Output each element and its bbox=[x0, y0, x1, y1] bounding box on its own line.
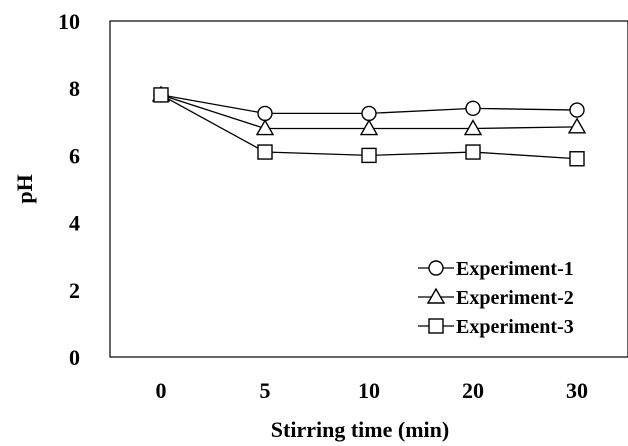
y-tick-label: 10 bbox=[58, 9, 80, 34]
series-3 bbox=[153, 87, 585, 167]
square-marker bbox=[465, 144, 481, 160]
circle-marker bbox=[465, 100, 481, 117]
legend-item: Experiment-1 bbox=[418, 258, 574, 280]
y-tick-label: 0 bbox=[69, 345, 80, 370]
circle-marker bbox=[257, 105, 273, 122]
legend-label: Experiment-3 bbox=[456, 316, 574, 338]
y-tick-label: 4 bbox=[69, 211, 80, 236]
legend-triangle-marker bbox=[426, 287, 446, 304]
plot-area bbox=[109, 20, 628, 358]
x-tick-label: 0 bbox=[156, 378, 167, 403]
square-marker bbox=[257, 144, 273, 160]
legend-label: Experiment-2 bbox=[456, 287, 574, 309]
triangle-marker bbox=[255, 119, 275, 136]
square-marker bbox=[569, 151, 585, 167]
triangle-marker bbox=[359, 119, 379, 136]
series-layer bbox=[151, 85, 587, 167]
y-tick-label: 6 bbox=[69, 143, 80, 168]
triangle-marker bbox=[463, 119, 483, 136]
triangle-marker bbox=[567, 117, 587, 134]
x-tick-label: 20 bbox=[462, 378, 484, 403]
square-marker bbox=[153, 87, 169, 103]
circle-marker bbox=[361, 105, 377, 122]
y-tick-label: 2 bbox=[69, 278, 80, 303]
x-tick-label: 10 bbox=[358, 378, 380, 403]
y-tick-labels: 0 2 4 6 8 10 bbox=[58, 9, 80, 370]
x-tick-label: 5 bbox=[260, 378, 271, 403]
x-tick-labels: 0 5 10 20 30 bbox=[156, 378, 589, 403]
legend-item: Experiment-2 bbox=[418, 287, 574, 309]
y-axis-title: pH bbox=[12, 174, 37, 203]
x-tick-label: 30 bbox=[566, 378, 588, 403]
legend-square-marker bbox=[428, 318, 444, 334]
x-axis-title: Stirring time (min) bbox=[271, 417, 449, 442]
circle-marker bbox=[569, 102, 585, 118]
legend-item: Experiment-3 bbox=[418, 316, 574, 338]
square-marker bbox=[361, 147, 377, 164]
legend-label: Experiment-1 bbox=[456, 258, 574, 280]
legend: Experiment-1 Experiment-2 Experiment-3 bbox=[418, 258, 574, 338]
y-tick-label: 8 bbox=[69, 76, 80, 101]
legend-circle-marker bbox=[428, 260, 444, 276]
